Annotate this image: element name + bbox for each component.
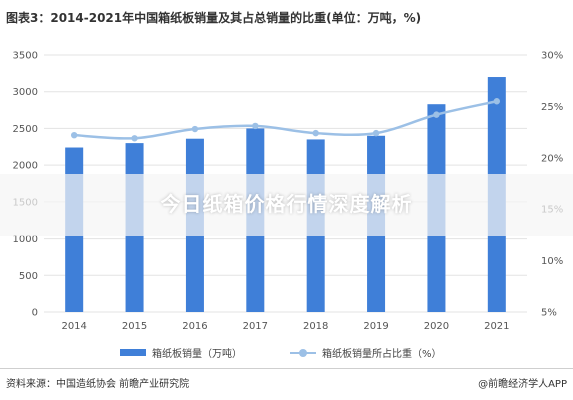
x-tick-label: 2015 [122,321,147,332]
legend-item-line: 箱纸板销量所占比重（%） [290,345,442,360]
left-tick-label: 2500 [13,124,38,135]
footer-divider [0,368,573,369]
left-tick-label: 0 [32,308,38,319]
brand-credit: @前瞻经济学人APP [478,379,567,390]
legend-item-bar: 箱纸板销量（万吨） [120,345,242,360]
x-tick-label: 2019 [363,321,388,332]
left-tick-label: 1000 [13,234,38,245]
x-tick-label: 2014 [61,321,86,332]
legend-line-label: 箱纸板销量所占比重（%） [322,349,442,360]
ratio-line [74,100,498,140]
left-tick-label: 500 [19,271,38,282]
ratio-point [70,131,78,139]
left-tick-label: 3500 [13,51,38,62]
combo-chart: 0500100015002000250030003500 5%10%15%20%… [13,51,564,333]
ratio-point [493,98,501,105]
ratio-point [131,135,138,142]
ratio-point [191,125,199,133]
overlay-banner [0,174,573,236]
right-tick-label: 25% [541,102,563,113]
ratio-point [312,129,319,137]
right-tick-label: 20% [541,153,563,164]
x-tick-label: 2018 [303,321,328,332]
ratio-point [252,122,259,130]
legend-bar-label: 箱纸板销量（万吨） [152,349,242,360]
ratio-point [433,111,440,118]
left-tick-label: 2000 [13,161,38,172]
right-tick-label: 30% [541,51,563,62]
source-note: 资料来源：中国造纸协会 前瞻产业研究院 [6,379,190,390]
x-axis-ticks: 2014 2015 2016 2017 2018 2019 2020 2021 [61,321,509,332]
right-tick-label: 5% [541,308,557,319]
line-series [70,98,501,142]
x-tick-label: 2017 [243,321,268,332]
legend-bar-swatch [120,349,146,356]
banner-title: 今日纸箱价格行情深度解析 [160,192,413,216]
right-tick-label: 10% [541,256,563,267]
chart-legend: 箱纸板销量（万吨） 箱纸板销量所占比重（%） [0,345,573,361]
ratio-point [372,129,380,137]
legend-line-swatch [290,348,316,358]
left-tick-label: 3000 [13,87,38,98]
x-tick-label: 2016 [182,321,207,332]
chart-title: 图表3：2014-2021年中国箱纸板销量及其占总销量的比重(单位：万吨，%) [6,11,422,25]
x-tick-label: 2020 [424,321,449,332]
x-tick-label: 2021 [484,321,509,332]
